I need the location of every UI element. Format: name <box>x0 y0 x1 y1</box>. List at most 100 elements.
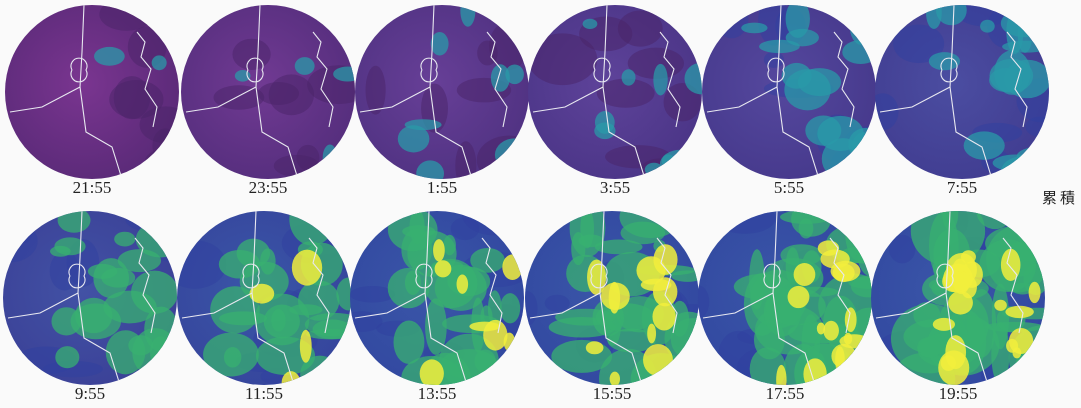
echo <box>601 282 630 310</box>
echo <box>462 194 528 236</box>
echo <box>661 0 683 22</box>
echo <box>831 344 856 368</box>
echo <box>786 29 819 46</box>
time-label: 1:55 <box>427 178 457 197</box>
radar-panel: 5:55 <box>702 0 896 199</box>
echo <box>366 66 386 115</box>
radar-panel: 11:55 <box>164 192 381 403</box>
echo <box>933 318 955 331</box>
time-label: 17:55 <box>766 384 805 403</box>
time-label: 19:55 <box>939 384 978 403</box>
echo <box>1029 282 1041 303</box>
echo <box>645 163 663 177</box>
time-label: 15:55 <box>593 384 632 403</box>
side-label: 累積 <box>1042 190 1078 207</box>
echo <box>335 218 356 230</box>
echo <box>425 298 447 355</box>
time-label: 7:55 <box>947 178 977 197</box>
echo <box>51 307 81 335</box>
echo <box>502 254 522 280</box>
echo <box>152 55 167 70</box>
echo <box>788 286 810 308</box>
echo <box>741 23 767 34</box>
echo <box>58 208 91 233</box>
echo <box>586 341 604 354</box>
echo <box>670 202 697 238</box>
echo <box>484 192 546 234</box>
echo <box>1036 5 1051 24</box>
radar-panel: 7:55 <box>867 0 1067 197</box>
time-label: 11:55 <box>245 384 283 403</box>
echo <box>714 203 775 234</box>
echo <box>803 358 826 390</box>
radar-panel: 23:55 <box>181 0 370 197</box>
echo <box>993 155 1039 172</box>
radar-panel: 3:55 <box>528 0 718 197</box>
radar-panel: 1:55 <box>343 0 541 197</box>
echo <box>653 244 677 275</box>
time-label: 5:55 <box>774 178 804 197</box>
echo <box>388 208 438 251</box>
echo <box>545 295 570 312</box>
echo <box>323 145 338 171</box>
echo <box>938 350 969 385</box>
radar-panel: 17:55 <box>687 202 903 408</box>
echo <box>715 0 749 38</box>
echo <box>659 203 722 226</box>
echo <box>495 138 535 171</box>
echo <box>306 329 356 339</box>
echo <box>128 335 153 355</box>
echo <box>817 323 825 335</box>
radar-panel: 15:55 <box>517 190 721 408</box>
echo <box>292 250 322 286</box>
echo <box>500 293 520 323</box>
echo <box>431 32 449 56</box>
echo <box>653 64 667 96</box>
echo <box>150 336 171 368</box>
echo <box>232 39 270 70</box>
echo <box>583 19 598 29</box>
echo <box>394 320 425 364</box>
echo <box>483 320 507 351</box>
radar-panel: 13:55 <box>341 192 546 408</box>
echo <box>320 0 358 28</box>
echo <box>341 37 368 50</box>
echo <box>235 70 251 82</box>
echo <box>136 221 185 257</box>
echo <box>660 150 701 179</box>
echo <box>652 303 675 331</box>
echo <box>114 232 135 247</box>
echo <box>643 344 673 376</box>
echo <box>794 263 816 286</box>
echo <box>489 22 528 70</box>
echo <box>94 47 125 66</box>
echo <box>791 202 831 237</box>
time-label: 21:55 <box>73 178 112 197</box>
echo <box>953 271 969 294</box>
radar-panel: 21:55 <box>0 0 192 197</box>
echo <box>889 235 915 264</box>
figure: 累積 21:5523:551:553:555:557:559:5511:5513… <box>0 0 1081 408</box>
echo <box>125 205 183 232</box>
echo <box>444 235 456 256</box>
echo <box>1009 328 1033 354</box>
echo <box>844 333 852 345</box>
echo <box>823 321 839 341</box>
echo <box>505 64 524 84</box>
echo <box>620 222 665 245</box>
echo <box>219 311 267 325</box>
echo <box>917 337 942 358</box>
echo <box>433 239 445 261</box>
echo <box>683 190 702 245</box>
echo <box>980 20 995 33</box>
echo <box>457 274 469 293</box>
echo <box>144 149 183 177</box>
echo <box>595 111 615 134</box>
echo <box>798 68 841 96</box>
echo <box>455 141 476 189</box>
echo <box>435 260 452 277</box>
echo <box>679 0 715 23</box>
echo <box>300 330 312 363</box>
echo <box>88 264 118 279</box>
radar-panel: 19:55 <box>871 194 1076 406</box>
